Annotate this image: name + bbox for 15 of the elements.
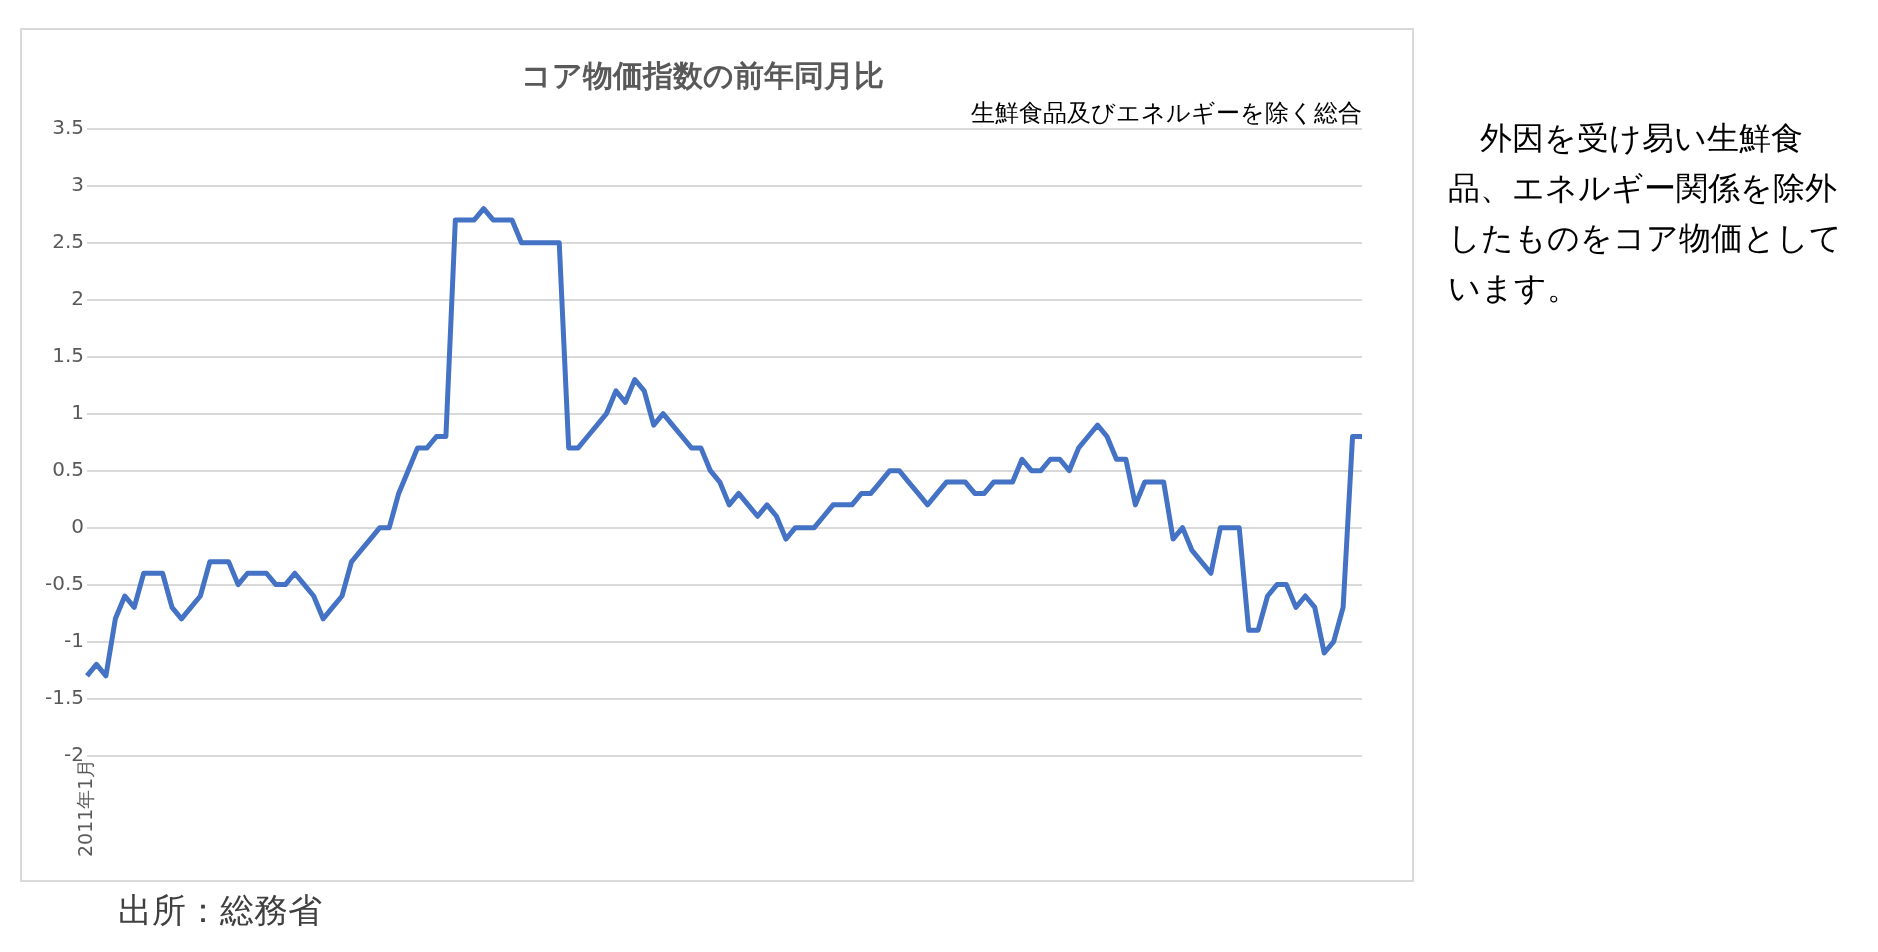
y-tick-label: 1 (71, 399, 85, 424)
y-tick-label: 2 (71, 285, 85, 310)
y-tick-label: -0.5 (44, 570, 85, 595)
y-tick-label: 2.5 (52, 228, 85, 253)
chart-subtitle: 生鮮食品及びエネルギーを除く総合 (971, 98, 1362, 127)
y-tick-label: 0.5 (52, 456, 85, 481)
y-tick-label: -1 (64, 627, 85, 652)
text: 出所：総務省 (118, 889, 322, 932)
text: 外因を受け易い生鮮食品、エネルギー関係を除外したものをコア物価としています。 (1448, 118, 1843, 309)
y-tick-label: 0 (71, 513, 85, 538)
y-tick-label: 3.5 (52, 115, 85, 139)
chart-title: コア物価指数の前年同月比 (520, 57, 884, 93)
y-tick-label: 1.5 (52, 342, 85, 367)
y-tick-label: 3 (71, 171, 85, 196)
y-tick-label: -1.5 (44, 684, 85, 709)
